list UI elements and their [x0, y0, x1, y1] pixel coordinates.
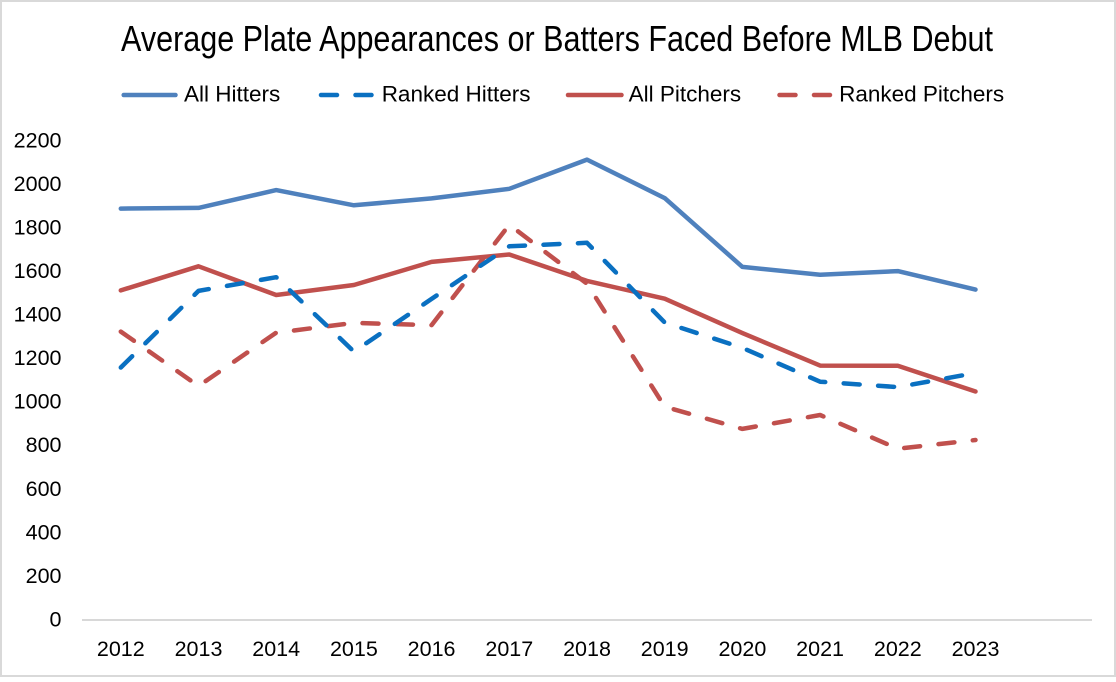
svg-text:Average Plate Appearances or B: Average Plate Appearances or Batters Fac… — [121, 18, 993, 59]
svg-text:2019: 2019 — [641, 637, 689, 661]
svg-text:2022: 2022 — [874, 637, 922, 661]
svg-text:1200: 1200 — [14, 346, 62, 370]
svg-text:2000: 2000 — [14, 172, 62, 196]
svg-text:1800: 1800 — [14, 216, 62, 240]
svg-text:2013: 2013 — [175, 637, 223, 661]
svg-text:1000: 1000 — [14, 390, 62, 414]
svg-text:0: 0 — [50, 607, 62, 631]
svg-text:2015: 2015 — [330, 637, 378, 661]
svg-text:2021: 2021 — [796, 637, 844, 661]
svg-text:1600: 1600 — [14, 259, 62, 283]
svg-text:Ranked Hitters: Ranked Hitters — [382, 82, 531, 107]
svg-text:All Hitters: All Hitters — [184, 82, 280, 107]
svg-text:2014: 2014 — [252, 637, 300, 661]
svg-text:2012: 2012 — [97, 637, 145, 661]
svg-text:2018: 2018 — [563, 637, 611, 661]
svg-text:2016: 2016 — [408, 637, 456, 661]
svg-text:2020: 2020 — [718, 637, 766, 661]
svg-text:2200: 2200 — [14, 128, 62, 152]
svg-text:800: 800 — [26, 433, 62, 457]
svg-text:All Pitchers: All Pitchers — [629, 82, 742, 107]
svg-text:400: 400 — [26, 520, 62, 544]
svg-text:1400: 1400 — [14, 303, 62, 327]
svg-text:Ranked Pitchers: Ranked Pitchers — [839, 82, 1004, 107]
svg-text:2023: 2023 — [952, 637, 1000, 661]
svg-text:600: 600 — [26, 477, 62, 501]
svg-text:2017: 2017 — [485, 637, 533, 661]
svg-text:200: 200 — [26, 564, 62, 588]
